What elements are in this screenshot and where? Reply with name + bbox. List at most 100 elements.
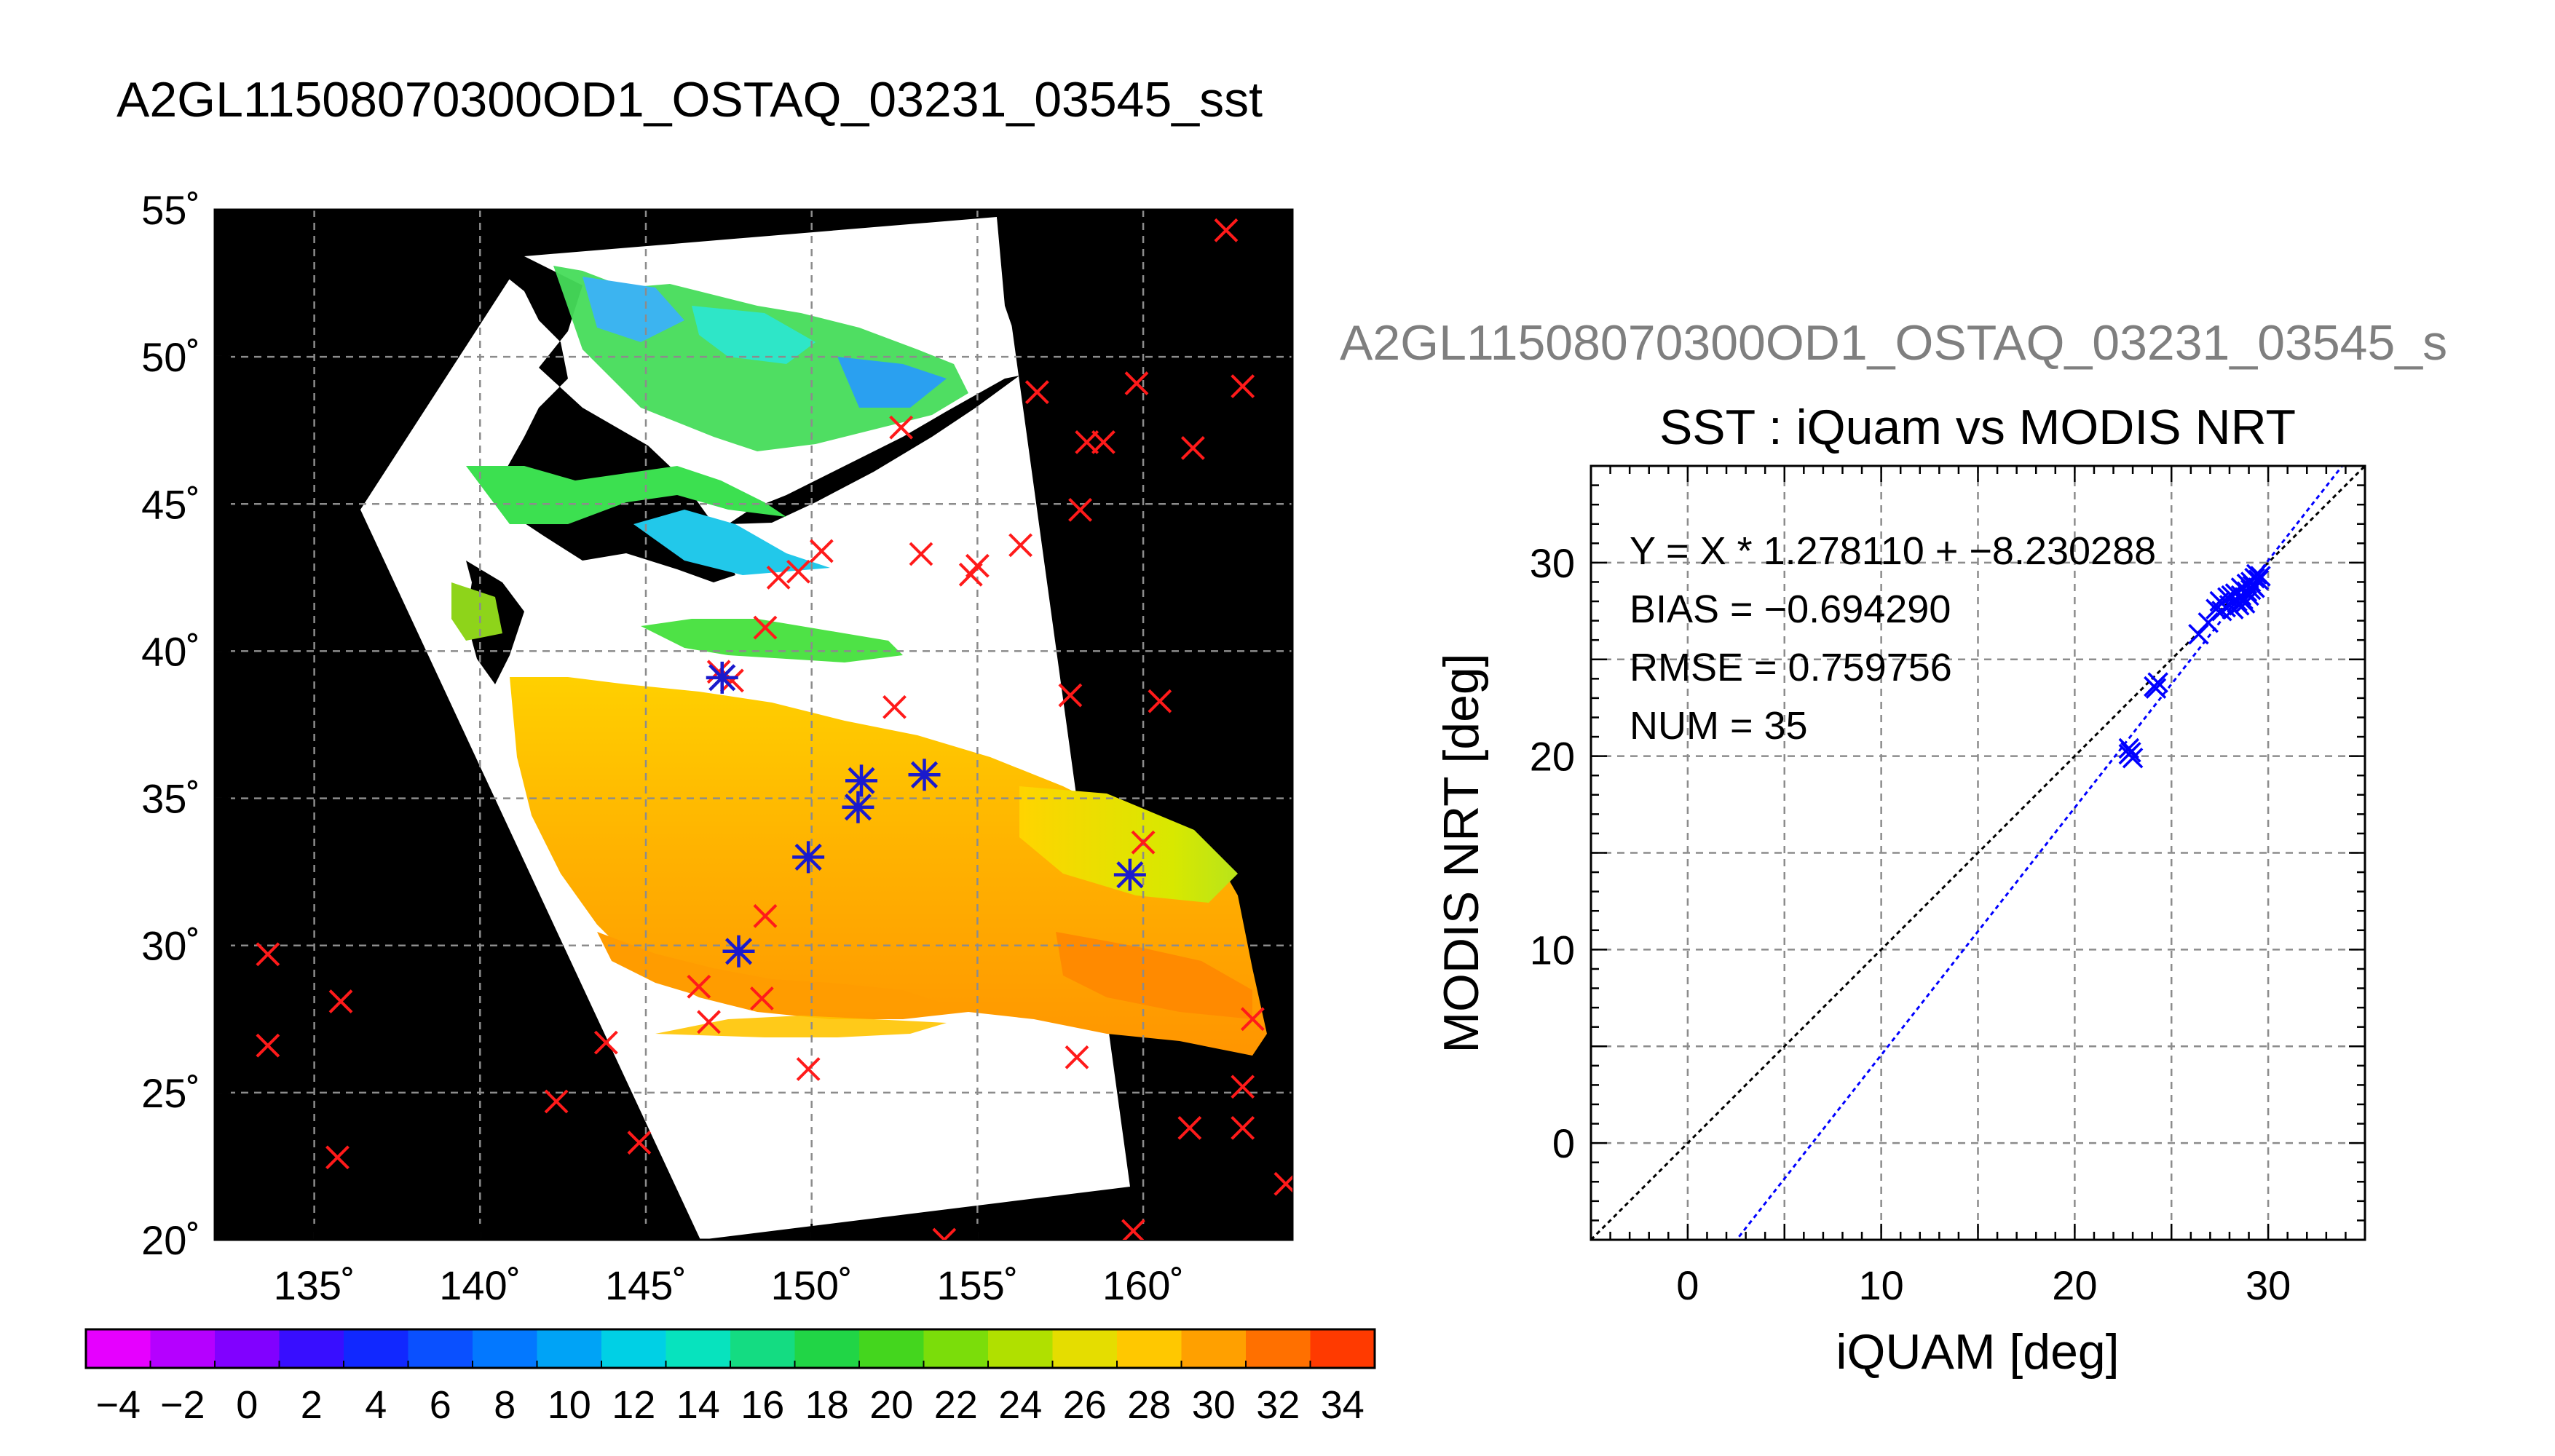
colorbar-label: 16 [741, 1383, 784, 1427]
identity-line [1591, 466, 2365, 1240]
map-valid-point [792, 841, 825, 874]
map-y-tick-label: 50˚ [141, 334, 200, 380]
scatter-point [2188, 623, 2209, 645]
colorbar-label: 6 [430, 1383, 451, 1427]
map-match-point [1058, 683, 1083, 708]
colorbar-segment [666, 1329, 731, 1368]
scatter-point [2145, 678, 2167, 699]
colorbar-segment [150, 1329, 216, 1368]
colorbar-segment [86, 1329, 151, 1368]
map-match-point [766, 565, 791, 590]
rmse-value: RMSE = 0.759756 [1630, 646, 1952, 689]
num-value: NUM = 35 [1630, 704, 1808, 748]
map-match-point [882, 695, 907, 719]
colorbar-label: 30 [1192, 1383, 1236, 1427]
map-match-point [786, 559, 810, 584]
fit-line [1735, 466, 2344, 1240]
scatter-points [2118, 563, 2271, 769]
map-match-point [593, 1030, 618, 1055]
scatter-x-tick-label: 0 [1676, 1262, 1699, 1308]
map-axes: 135˚ 140˚ 145˚ 150˚ 155˚ 160˚ 55˚ 50˚ 45˚ 40˚ 35˚ 3… [141, 187, 1184, 1308]
scatter-point [2248, 569, 2270, 591]
map-x-tick-label: 135˚ [274, 1262, 355, 1308]
map-match-point [697, 1010, 721, 1034]
map-frame [213, 208, 1294, 1241]
y-axis-label: MODIS NRT [deg] [1434, 653, 1489, 1053]
map-x-tick-label: 150˚ [771, 1262, 853, 1308]
colorbar-label: 20 [869, 1383, 913, 1427]
scatter-point [2240, 579, 2262, 601]
colorbar: −4 −2 0 2 4 6 8 10 12 14 16 18 20 22 24 26 28 30 32 34 [84, 1328, 1376, 1427]
map-match-point [1091, 430, 1115, 454]
sst-fill [451, 266, 1267, 1056]
colorbar-label: 28 [1127, 1383, 1171, 1427]
map-y-tick-label: 20˚ [141, 1217, 200, 1263]
colorbar-label: 14 [676, 1383, 720, 1427]
map-valid-point [908, 759, 941, 791]
colorbar-segment [1117, 1329, 1182, 1368]
map-match-point [1231, 1115, 1255, 1140]
colorbar-segment [408, 1329, 473, 1368]
scatter-y-tick-label: 30 [1530, 540, 1575, 586]
scatter-point [2250, 566, 2271, 587]
map-match-point [1024, 380, 1049, 405]
colorbar-segment [1052, 1329, 1118, 1368]
map-match-point [544, 1089, 569, 1114]
fit-equation: Y = X * 1.278110 + −8.230288 [1630, 529, 2156, 573]
map-valid-point [706, 661, 738, 694]
scatter-y-tick-label: 10 [1530, 927, 1575, 973]
colorbar-segment [215, 1329, 280, 1368]
map-match-point [1240, 1007, 1265, 1032]
map-match-point [325, 1145, 350, 1170]
map-y-tick-label: 30˚ [141, 923, 200, 969]
colorbar-segment [1246, 1329, 1311, 1368]
map-match-point [749, 986, 774, 1010]
map-match-point [753, 615, 778, 640]
colorbar-label: −4 [95, 1383, 141, 1427]
scatter-axes: 0 10 20 30 0 10 20 30 [1530, 464, 2366, 1308]
scatter-title: SST : iQuam vs MODIS NRT [1659, 400, 2296, 455]
map-points [256, 218, 1292, 1240]
colorbar-label: 10 [548, 1383, 591, 1427]
map-match-point [256, 942, 280, 967]
colorbar-label: 34 [1321, 1383, 1365, 1427]
map-match-point [1231, 374, 1255, 398]
map-match-point [1065, 1045, 1089, 1069]
map-match-point [1177, 1115, 1202, 1140]
map-y-tick-label: 40˚ [141, 628, 200, 674]
map-valid-point [722, 935, 755, 968]
scatter-file-title: A2GL11508070300OD1_OSTAQ_03231_03545_s [1340, 315, 2448, 371]
x-axis-label: iQUAM [deg] [1836, 1324, 2119, 1380]
scatter-point [2246, 563, 2267, 585]
scatter-point [2244, 567, 2265, 589]
colorbar-segment [537, 1329, 602, 1368]
sst-map: 135˚ 140˚ 145˚ 150˚ 155˚ 160˚ 55˚ 50˚ 45˚ 40˚ 35˚ 3… [141, 187, 1294, 1308]
colorbar-label: 12 [612, 1383, 655, 1427]
scatter-y-tick-label: 0 [1552, 1120, 1575, 1166]
map-match-point [1180, 436, 1205, 460]
scatter-lines [1591, 466, 2365, 1240]
colorbar-segment [1181, 1329, 1247, 1368]
map-match-point [1124, 371, 1149, 395]
colorbar-segment [473, 1329, 538, 1368]
map-x-tick-label: 145˚ [605, 1262, 687, 1308]
colorbar-label: 18 [805, 1383, 849, 1427]
scatter-point [2197, 612, 2219, 633]
map-match-point [627, 1131, 652, 1155]
colorbar-segment [279, 1329, 344, 1368]
map-y-tick-label: 55˚ [141, 187, 200, 233]
scatter-plot: SST : iQuam vs MODIS NRT 0 10 20 300102030 … [1434, 400, 2366, 1380]
map-match-point [1008, 533, 1032, 558]
colorbar-label: 2 [301, 1383, 323, 1427]
map-match-point [909, 542, 933, 566]
map-match-point [1231, 1075, 1255, 1099]
scatter-point [2147, 672, 2168, 693]
map-x-tick-label: 155˚ [936, 1262, 1018, 1308]
colorbar-segment [344, 1329, 409, 1368]
map-y-tick-label: 35˚ [141, 776, 200, 822]
colorbar-segment [601, 1329, 667, 1368]
colorbar-label: −2 [160, 1383, 205, 1427]
colorbar-segment [794, 1329, 860, 1368]
map-match-point [889, 415, 914, 440]
map-match-point [796, 1057, 821, 1081]
